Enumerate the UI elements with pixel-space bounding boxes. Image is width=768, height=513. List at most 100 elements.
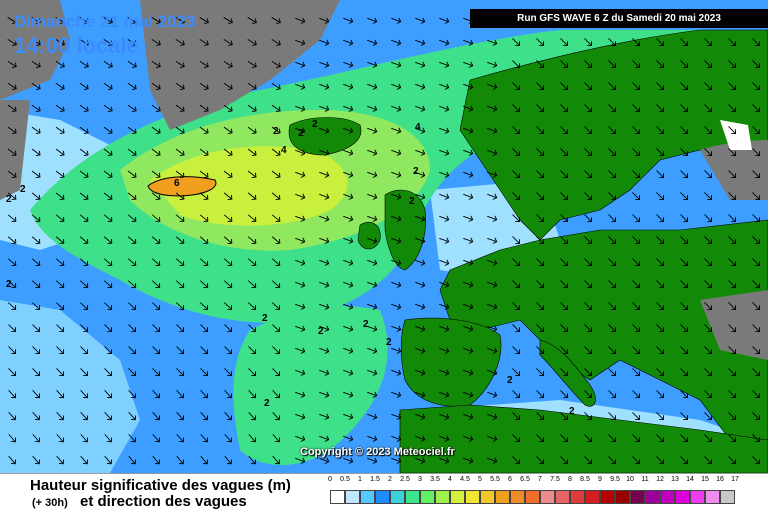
wave-direction-arrow-icon xyxy=(584,346,592,354)
wave-direction-arrow-icon xyxy=(415,391,426,398)
wave-direction-arrow-icon xyxy=(584,104,592,112)
wave-direction-arrow-icon xyxy=(55,126,65,135)
wave-direction-arrow-icon xyxy=(200,302,209,311)
legend-swatch xyxy=(510,490,525,504)
wave-direction-arrow-icon xyxy=(463,347,474,354)
wave-direction-arrow-icon xyxy=(199,60,209,69)
wave-direction-arrow-icon xyxy=(199,280,209,289)
wave-direction-arrow-icon xyxy=(199,104,209,113)
wave-direction-arrow-icon xyxy=(151,214,161,223)
legend-tick-label: 5 xyxy=(478,476,482,483)
wave-direction-arrow-icon xyxy=(80,302,89,311)
wave-direction-arrow-icon xyxy=(704,82,712,90)
legend-swatch xyxy=(420,490,435,504)
wave-direction-arrow-icon xyxy=(463,127,474,134)
wave-direction-arrow-icon xyxy=(560,434,568,442)
wave-direction-arrow-icon xyxy=(295,259,306,266)
wave-direction-arrow-icon xyxy=(704,280,712,288)
wave-direction-arrow-icon xyxy=(79,214,89,223)
wave-direction-arrow-icon xyxy=(391,325,402,332)
wave-direction-arrow-icon xyxy=(127,236,137,245)
wave-direction-arrow-icon xyxy=(391,149,402,156)
wave-direction-arrow-icon xyxy=(728,368,736,376)
wave-direction-arrow-icon xyxy=(343,39,354,46)
wave-direction-arrow-icon xyxy=(248,411,257,421)
wave-direction-arrow-icon xyxy=(271,148,281,157)
wave-direction-arrow-icon xyxy=(608,280,616,288)
legend-tick-label: 6.5 xyxy=(520,476,530,483)
wave-direction-arrow-icon xyxy=(223,82,233,91)
wave-direction-arrow-icon xyxy=(584,170,592,178)
wave-direction-arrow-icon xyxy=(319,391,330,398)
wave-direction-arrow-icon xyxy=(32,411,41,421)
wave-direction-arrow-icon xyxy=(560,390,568,398)
wave-direction-arrow-icon xyxy=(247,214,257,223)
wave-direction-arrow-icon xyxy=(199,38,209,47)
wave-direction-arrow-icon xyxy=(584,258,592,266)
wave-direction-arrow-icon xyxy=(271,60,281,69)
wave-direction-arrow-icon xyxy=(463,369,474,376)
wave-direction-arrow-icon xyxy=(343,259,354,266)
wave-direction-arrow-icon xyxy=(79,192,89,201)
wave-direction-arrow-icon xyxy=(31,192,41,201)
wave-direction-arrow-icon xyxy=(608,104,616,112)
legend-tick-label: 12 xyxy=(656,476,664,483)
wave-direction-arrow-icon xyxy=(319,105,330,112)
wave-direction-arrow-icon xyxy=(367,347,378,354)
wave-direction-arrow-icon xyxy=(512,434,520,442)
wave-direction-arrow-icon xyxy=(319,435,330,442)
wave-direction-arrow-icon xyxy=(272,324,281,332)
wave-direction-arrow-icon xyxy=(632,104,640,112)
wave-direction-arrow-icon xyxy=(367,369,378,376)
contour-label: 4 xyxy=(415,122,421,133)
wave-direction-arrow-icon xyxy=(200,368,208,377)
wave-direction-arrow-icon xyxy=(704,346,712,354)
wave-direction-arrow-icon xyxy=(584,38,592,46)
wave-direction-arrow-icon xyxy=(127,82,137,91)
legend-tick-label: 9 xyxy=(598,476,602,483)
wave-direction-arrow-icon xyxy=(367,435,378,442)
wave-direction-arrow-icon xyxy=(632,82,640,90)
wave-direction-arrow-icon xyxy=(271,258,281,267)
wave-direction-arrow-icon xyxy=(584,280,592,288)
wave-direction-arrow-icon xyxy=(487,303,498,310)
wave-direction-arrow-icon xyxy=(656,60,664,68)
wave-direction-arrow-icon xyxy=(272,368,280,377)
wave-direction-arrow-icon xyxy=(752,126,760,134)
wave-direction-arrow-icon xyxy=(104,455,113,465)
wave-direction-arrow-icon xyxy=(536,434,544,442)
wave-direction-arrow-icon xyxy=(272,390,281,399)
wave-direction-arrow-icon xyxy=(319,127,330,134)
wave-direction-arrow-icon xyxy=(680,434,688,442)
wave-direction-arrow-icon xyxy=(271,214,281,223)
wave-direction-arrow-icon xyxy=(536,104,544,112)
wave-direction-arrow-icon xyxy=(415,413,426,420)
wave-direction-arrow-icon xyxy=(319,259,330,266)
wave-direction-arrow-icon xyxy=(728,434,736,442)
color-scale: 0 0.5 1 1.5 2 2.5 3 3.5 4 4.5 5 5.5 6 6.5 7 7.5 8 8.5 9 9.5… xyxy=(328,476,750,510)
wave-direction-arrow-icon xyxy=(176,411,185,421)
wave-direction-arrow-icon xyxy=(680,170,688,178)
wave-direction-arrow-icon xyxy=(31,104,41,113)
wave-direction-arrow-icon xyxy=(463,83,474,90)
wave-direction-arrow-icon xyxy=(295,171,306,178)
wave-direction-arrow-icon xyxy=(103,192,113,201)
wave-direction-arrow-icon xyxy=(536,192,544,200)
legend-swatch xyxy=(465,490,480,504)
legend-tick-label: 5.5 xyxy=(490,476,500,483)
wave-direction-arrow-icon xyxy=(656,346,664,354)
wave-direction-arrow-icon xyxy=(367,127,378,134)
wave-direction-arrow-icon xyxy=(728,280,736,288)
wave-direction-arrow-icon xyxy=(415,369,426,376)
wave-direction-arrow-icon xyxy=(223,214,233,223)
wave-direction-arrow-icon xyxy=(247,148,257,157)
wave-direction-arrow-icon xyxy=(391,413,402,420)
wave-direction-arrow-icon xyxy=(248,390,257,399)
wave-direction-arrow-icon xyxy=(512,38,520,46)
wave-direction-arrow-icon xyxy=(343,83,354,90)
contour-label: 4 xyxy=(281,145,287,156)
wave-direction-arrow-icon xyxy=(487,435,498,442)
wave-direction-arrow-icon xyxy=(152,302,161,311)
wave-direction-arrow-icon xyxy=(632,368,640,376)
wave-direction-arrow-icon xyxy=(752,302,760,310)
